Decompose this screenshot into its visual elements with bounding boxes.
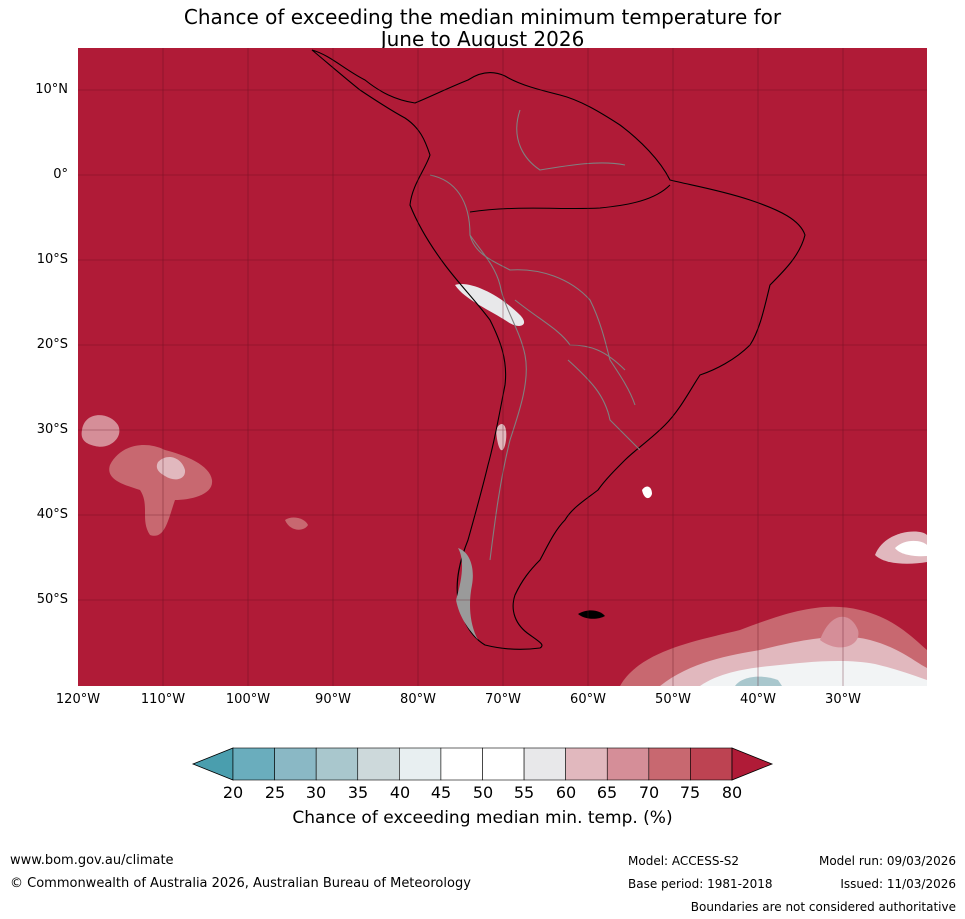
footer-issued: Issued: 11/03/2026 bbox=[840, 877, 956, 891]
colorbar-segment bbox=[357, 747, 400, 781]
colorbar-segment bbox=[565, 747, 608, 781]
colorbar bbox=[191, 747, 774, 781]
colorbar-tick-25: 25 bbox=[264, 783, 286, 802]
colorbar-tick-45: 45 bbox=[430, 783, 452, 802]
falkland-islands bbox=[578, 610, 605, 619]
southern-ocean-blue-patch bbox=[735, 676, 782, 686]
colorbar-tick-60: 60 bbox=[555, 783, 577, 802]
lon-label-100w: 100°W bbox=[225, 692, 271, 707]
colorbar-segment bbox=[274, 747, 317, 781]
footer-model-run: Model run: 09/03/2026 bbox=[818, 854, 956, 868]
pacific-patch-3 bbox=[285, 517, 308, 530]
atlantic-patch-small bbox=[642, 486, 652, 499]
map-plot-area bbox=[78, 48, 927, 686]
colorbar-tick-80: 80 bbox=[721, 783, 743, 802]
lon-label-120w: 120°W bbox=[55, 692, 101, 707]
colorbar-segment bbox=[315, 747, 359, 781]
lon-label-90w: 90°W bbox=[315, 692, 351, 707]
southern-ocean-patch-2 bbox=[820, 616, 859, 648]
lon-label-30w: 30°W bbox=[825, 692, 861, 707]
colorbar-segment bbox=[482, 747, 525, 781]
lat-label-50s: 50°S bbox=[36, 592, 68, 607]
lat-label-20s: 20°S bbox=[36, 337, 68, 352]
pacific-patch-1 bbox=[81, 415, 120, 447]
country-borders bbox=[429, 109, 641, 561]
colorbar-segment bbox=[648, 747, 691, 781]
lon-label-40w: 40°W bbox=[740, 692, 776, 707]
colorbar-segment bbox=[232, 747, 275, 781]
lon-label-80w: 80°W bbox=[400, 692, 436, 707]
colorbar-segment bbox=[440, 747, 483, 781]
pacific-patch-2 bbox=[109, 445, 213, 536]
colorbar-segment bbox=[523, 747, 566, 781]
lon-label-60w: 60°W bbox=[570, 692, 606, 707]
andes-light-patch-2 bbox=[496, 424, 507, 451]
footer-disclaimer: Boundaries are not considered authoritat… bbox=[690, 900, 956, 914]
lat-label-10s: 10°S bbox=[36, 252, 68, 267]
colorbar-tick-75: 75 bbox=[679, 783, 701, 802]
lon-label-50w: 50°W bbox=[655, 692, 691, 707]
lat-label-40s: 40°S bbox=[36, 507, 68, 522]
colorbar-tick-35: 35 bbox=[347, 783, 369, 802]
pacific-patch-2-core bbox=[156, 456, 186, 480]
footer-website: www.bom.gov.au/climate bbox=[10, 853, 174, 868]
footer-copyright: © Commonwealth of Australia 2026, Austra… bbox=[10, 876, 471, 891]
chart-title-line-1: Chance of exceeding the median minimum t… bbox=[183, 5, 782, 29]
colorbar-label: Chance of exceeding median min. temp. (%… bbox=[292, 808, 673, 828]
colorbar-tick-70: 70 bbox=[638, 783, 660, 802]
colorbar-tick-50: 50 bbox=[472, 783, 494, 802]
colorbar-tick-40: 40 bbox=[389, 783, 411, 802]
footer-model: Model: ACCESS-S2 bbox=[628, 854, 740, 868]
patagonia-ice bbox=[456, 548, 478, 640]
colorbar-tick-65: 65 bbox=[596, 783, 618, 802]
colorbar-tick-30: 30 bbox=[305, 783, 327, 802]
amazon-river bbox=[469, 184, 671, 213]
colorbar-extend-high bbox=[731, 747, 774, 781]
lat-label-0: 0° bbox=[53, 167, 68, 182]
lon-label-110w: 110°W bbox=[140, 692, 186, 707]
colorbar-tick-55: 55 bbox=[513, 783, 535, 802]
colorbar-segment bbox=[399, 747, 442, 781]
colorbar-tick-20: 20 bbox=[222, 783, 244, 802]
andes-light-patch bbox=[455, 284, 525, 326]
lon-label-70w: 70°W bbox=[485, 692, 521, 707]
chart-title-line-2: June to August 2026 bbox=[380, 27, 585, 51]
map-gridlines bbox=[78, 48, 927, 686]
colorbar-segment bbox=[606, 747, 650, 781]
atlantic-patch-right-core bbox=[895, 540, 927, 557]
footer-base-period: Base period: 1981-2018 bbox=[628, 877, 773, 891]
colorbar-extend-low bbox=[191, 747, 234, 781]
lat-label-10n: 10°N bbox=[35, 82, 68, 97]
south-america-coastline bbox=[311, 49, 806, 650]
lat-label-30s: 30°S bbox=[36, 422, 68, 437]
colorbar-segment bbox=[690, 747, 733, 781]
